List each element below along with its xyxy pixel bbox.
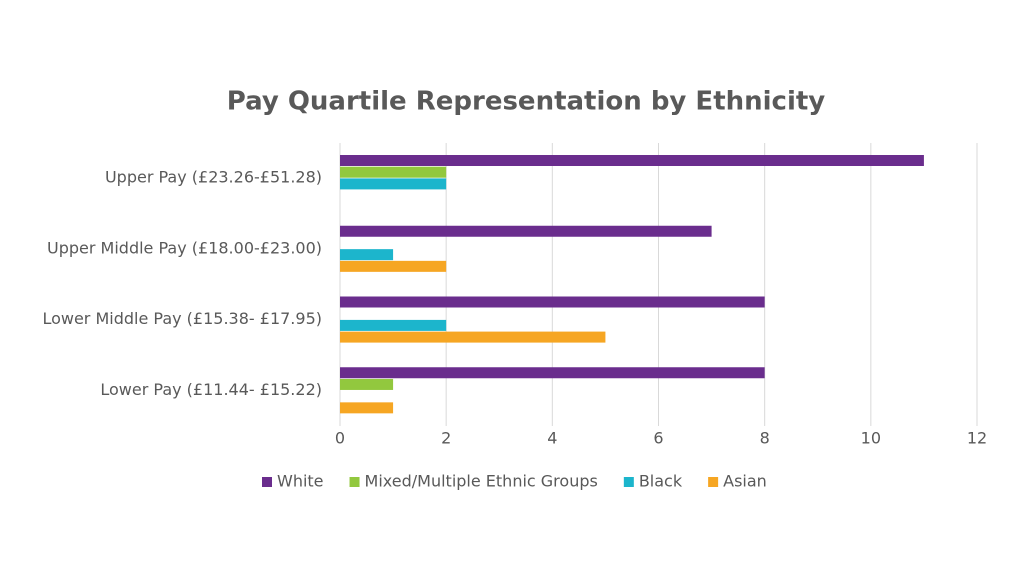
legend-label: Mixed/Multiple Ethnic Groups [365,472,598,491]
x-tick-label: 0 [335,429,345,448]
bar [340,166,447,178]
y-tick-label: Upper Middle Pay (£18.00-£23.00) [47,238,322,257]
x-tick-label: 4 [547,429,557,448]
x-tick-label: 2 [441,429,451,448]
bar [340,178,447,190]
bar [340,319,447,331]
x-tick-label: 8 [760,429,770,448]
bar [340,155,924,166]
legend-swatch [623,477,634,487]
legend-label: Black [639,472,683,491]
y-tick-label: Upper Pay (£23.26-£51.28) [105,168,322,187]
legend-label: White [277,472,324,491]
legend-swatch [349,477,360,487]
x-tick-label: 6 [653,429,663,448]
legend-swatch [262,477,272,487]
bar [340,331,606,343]
legend-label: Asian [723,472,767,491]
legend-swatch [708,477,719,487]
bar [340,225,712,237]
bar [340,249,394,261]
bar [340,296,765,308]
bar [340,402,394,414]
chart-title: Pay Quartile Representation by Ethnicity [227,87,826,117]
y-tick-label: Lower Middle Pay (£15.38- £17.95) [42,309,322,328]
bar [340,367,765,379]
x-tick-label: 12 [967,429,987,448]
bar [340,260,447,272]
x-tick-label: 10 [861,429,881,448]
bar [340,378,394,390]
y-tick-label: Lower Pay (£11.44- £15.22) [100,380,322,399]
